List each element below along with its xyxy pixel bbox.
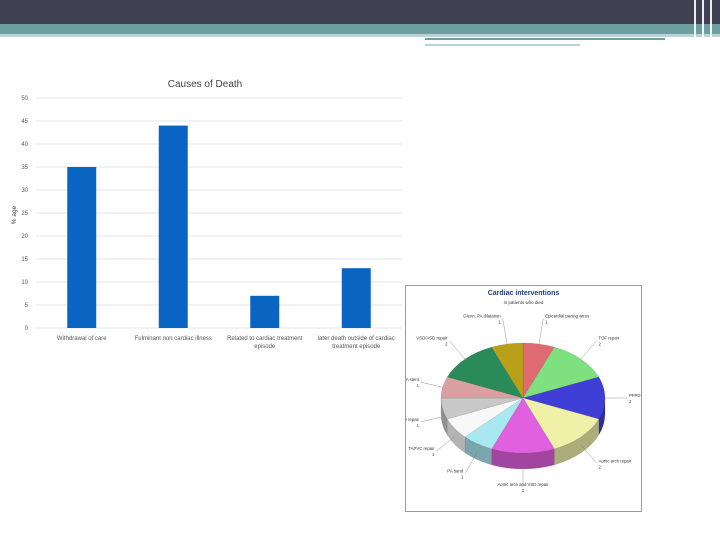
pie-slice-value: 2: [599, 464, 602, 469]
y-tick-label: 15: [21, 257, 28, 263]
x-tick-label: episode: [254, 344, 276, 350]
y-tick-label: 5: [25, 303, 29, 309]
pie-slice-value: 2: [629, 399, 632, 404]
bar: [67, 167, 97, 328]
y-tick-label: 45: [21, 119, 28, 125]
pie-slice-label: TAPVC repair: [408, 446, 435, 451]
x-tick-label: Related to cardiac treatment: [227, 336, 303, 342]
x-tick-label: Withdrawal of care: [57, 336, 107, 342]
leader-line: [580, 444, 597, 464]
pie-slice: [446, 346, 524, 399]
chart-title: Causes of Death: [168, 79, 243, 90]
pie-slice-value: 1: [417, 423, 420, 428]
pie-slice: [440, 376, 524, 399]
decorative-line: [425, 44, 580, 46]
leader-line: [538, 318, 544, 345]
bar: [341, 268, 371, 328]
y-tick-label: 35: [21, 165, 28, 171]
pie-slice: [522, 342, 555, 399]
pie-slice-value: 1: [498, 320, 501, 325]
leader-line: [420, 382, 443, 388]
leader-line: [420, 416, 443, 422]
pie-slice-value: 1: [432, 452, 435, 457]
pie-slice-label: PA band: [447, 468, 464, 473]
bar: [158, 125, 188, 328]
pie-slice-value: 2: [599, 342, 602, 347]
accent-band-light: [0, 34, 720, 37]
leader-line: [436, 436, 455, 452]
pie-slice-label: Glenn, PA dilatation: [463, 314, 501, 319]
leader-line: [465, 451, 478, 474]
y-tick-label: 25: [21, 211, 28, 217]
pie-slice-label: TOF repair: [599, 336, 620, 341]
pie-slice-label: Average PDA stent: [406, 377, 420, 382]
bar: [250, 295, 280, 328]
x-tick-label: treatment episode: [332, 344, 381, 350]
causes-of-death-chart: Causes of Death % age 0 5 10 15 20 25 30 35 40 45…: [11, 79, 402, 350]
pie-slice: [440, 397, 524, 420]
pie-slice: [464, 397, 524, 450]
y-tick-label: 50: [21, 96, 28, 102]
decorative-line: [710, 0, 712, 48]
cardiac-interventions-chart: Cardiac interventions in patients who di…: [405, 285, 642, 512]
y-tick-label: 40: [21, 142, 28, 148]
pie-slice-label: Aortic arch and VSD repair: [497, 482, 549, 487]
x-tick-label: Fulminant non cardiac illness: [135, 336, 212, 342]
pie-slice-label: Aortic arch repair: [599, 458, 632, 463]
pie-slice: [522, 376, 606, 420]
pie-slice-value: 2: [522, 488, 525, 493]
y-tick-label: 10: [21, 280, 28, 286]
decorative-line: [694, 0, 696, 48]
leader-line: [580, 340, 597, 360]
pie-slice-value: 1: [461, 474, 464, 479]
decorative-line: [425, 38, 665, 40]
y-axis-label: % age: [11, 205, 18, 224]
pie-slice: [491, 397, 555, 454]
leader-line: [449, 340, 466, 360]
accent-band: [0, 24, 720, 34]
leader-line: [502, 318, 508, 345]
pie-slice-label: Epicardial pacing wires: [545, 314, 589, 319]
pie-slice-value: 1: [417, 383, 420, 388]
pie-slice-label: Norwood/RA/PVD repair: [406, 417, 420, 422]
pie-slice: [491, 342, 524, 399]
y-tick-label: 0: [25, 326, 29, 332]
pie-slice-label: PFPD repair: [629, 393, 641, 398]
pie-subtitle: in patients who died: [503, 300, 544, 305]
pie-slice-label: VSD/ASD repair: [416, 336, 448, 341]
pie-title: Cardiac interventions: [487, 290, 560, 297]
x-tick-label: later death outside of cardiac: [318, 336, 395, 342]
pie-slice: [446, 397, 524, 438]
pie-slice-value: 2: [445, 342, 448, 347]
pie-slice: [522, 346, 600, 399]
pie-slice: [522, 397, 600, 450]
y-tick-label: 30: [21, 188, 28, 194]
top-header-bar: [0, 0, 720, 24]
y-tick-label: 20: [21, 234, 28, 240]
decorative-line: [702, 0, 704, 48]
pie-slice-value: 1: [545, 320, 548, 325]
